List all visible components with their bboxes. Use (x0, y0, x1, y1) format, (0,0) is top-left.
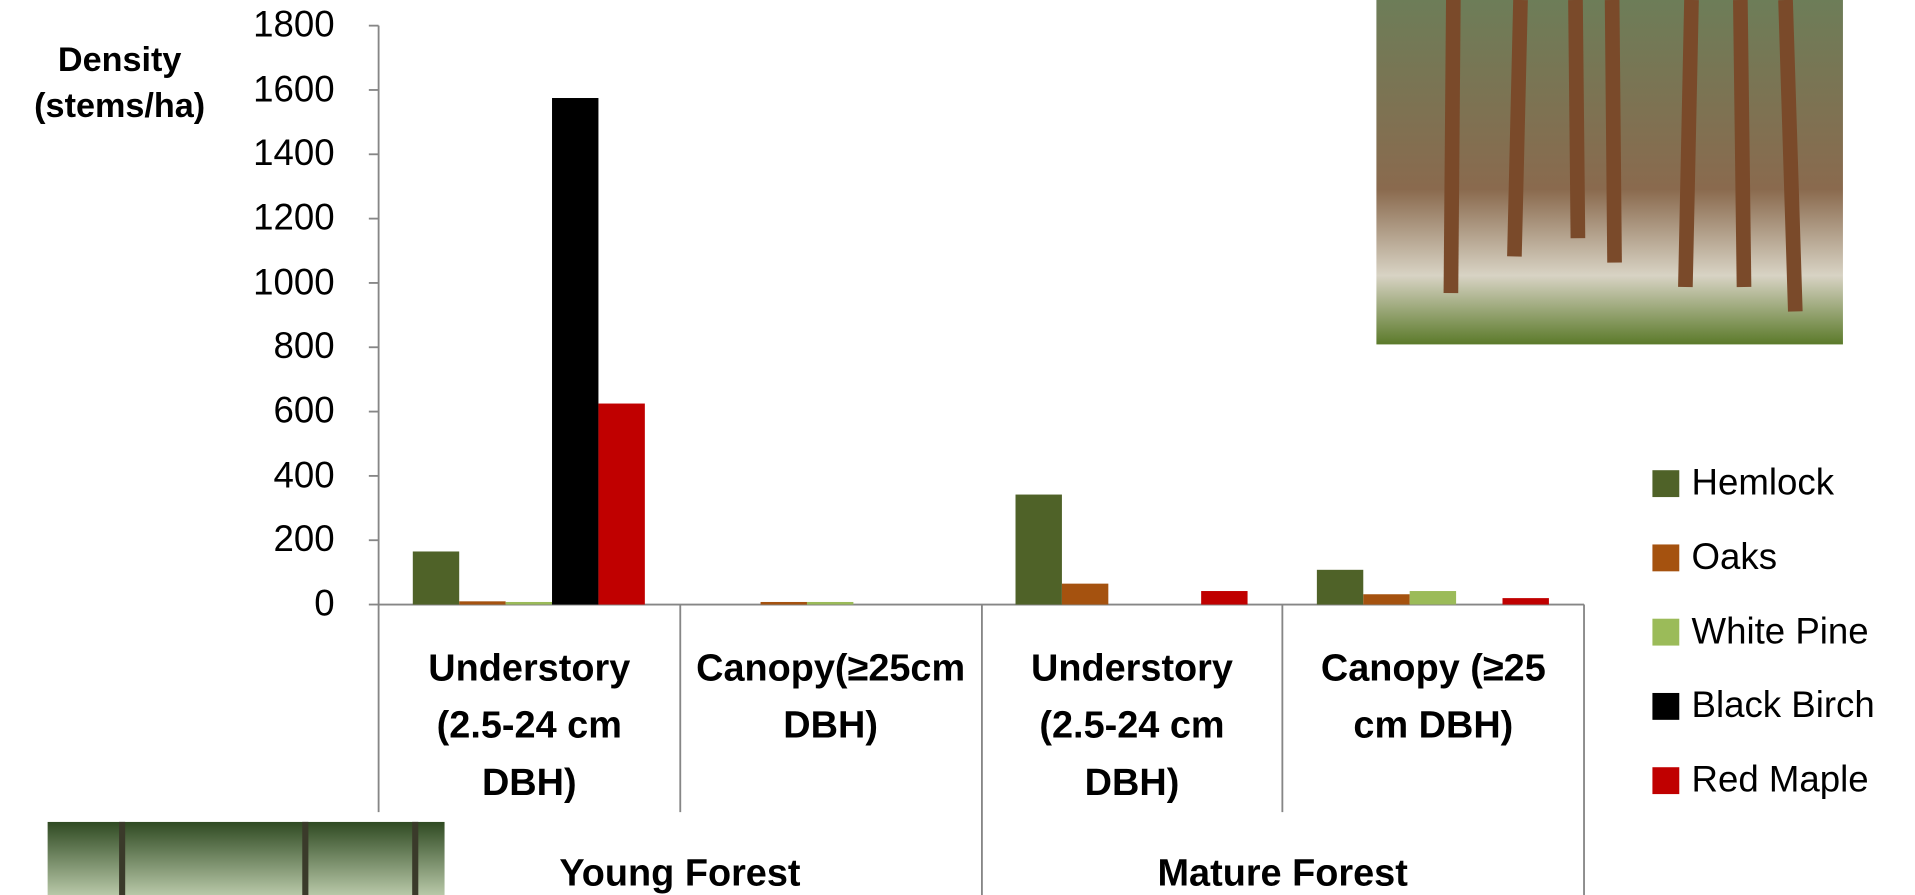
y-tick-label: 1200 (253, 197, 335, 239)
y-tick-label: 800 (273, 326, 335, 367)
legend-label: Hemlock (1691, 462, 1835, 504)
bar (806, 601, 854, 605)
bar (1061, 583, 1109, 605)
group-label: Young Forest (559, 851, 801, 894)
legend-swatch (1652, 470, 1680, 498)
bar (598, 403, 645, 605)
y-tick-label: 1800 (253, 4, 335, 46)
bar (1409, 591, 1457, 605)
legend-label: Oaks (1691, 537, 1778, 578)
legend-swatch (1652, 544, 1680, 572)
legend-swatch (1652, 618, 1680, 646)
group-label: Mature Forest (1157, 851, 1408, 894)
legend-label: Black Birch (1691, 685, 1875, 726)
bar (505, 601, 553, 605)
y-tick-label: 600 (273, 390, 335, 432)
legend-label: Red Maple (1691, 759, 1869, 801)
y-tick-label: 400 (273, 455, 335, 496)
bar (1015, 494, 1062, 605)
bar (412, 551, 460, 605)
bar (1316, 569, 1364, 605)
photo (47, 821, 445, 895)
x-tick-label: Canopy (≥25 cm DBH) (1320, 646, 1546, 747)
bar (1502, 598, 1549, 605)
bar (1363, 594, 1410, 605)
x-tick-label: Canopy(≥25cm DBH) (696, 646, 966, 747)
x-tick-label: Understory (2.5-24 cm DBH) (428, 646, 631, 804)
legend-swatch (1652, 767, 1680, 795)
y-tick-label: 1600 (253, 69, 335, 110)
y-tick-label: 200 (273, 519, 335, 560)
y-axis-label: Density (stems/ha) (0, 37, 239, 130)
y-tick-label: 1400 (253, 133, 335, 174)
x-tick-label: Understory (2.5-24 cm DBH) (1031, 646, 1233, 804)
legend-swatch (1652, 692, 1680, 720)
bar (552, 98, 599, 605)
y-tick-label: 1000 (253, 262, 335, 303)
y-axis-label-line: Density (57, 40, 182, 79)
legend-label: White Pine (1691, 611, 1869, 652)
bar (459, 601, 506, 605)
y-axis-label-line: (stems/ha) (34, 86, 206, 125)
y-tick-label: 0 (314, 583, 335, 625)
bar (1201, 591, 1248, 605)
bar (760, 601, 807, 605)
photo (1376, 0, 1843, 345)
